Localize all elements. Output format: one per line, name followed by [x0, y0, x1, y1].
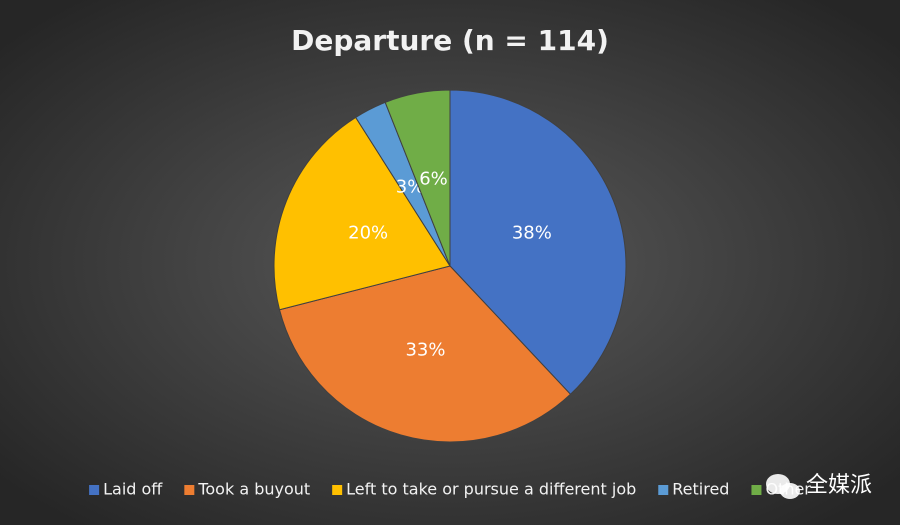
chart-title: Departure (n = 114) — [291, 24, 609, 57]
data-label: 38% — [512, 223, 552, 244]
pie: 38%33%20%3%6% — [273, 89, 627, 443]
legend-swatch — [184, 485, 195, 495]
legend-swatch — [751, 485, 762, 495]
watermark-text: 全媒派 — [806, 473, 872, 498]
legend-item: Laid off — [89, 480, 163, 499]
data-label: 33% — [405, 340, 445, 361]
watermark: 全媒派 — [766, 473, 872, 499]
pie-slice — [384, 89, 451, 267]
legend-item: Took a buyout — [184, 480, 310, 499]
legend: Laid off Took a buyout Left to take or pur… — [89, 480, 811, 499]
pie-slice — [449, 89, 627, 396]
legend-label: Retired — [672, 480, 729, 499]
legend-label: Took a buyout — [197, 480, 310, 499]
data-label: 6% — [419, 169, 448, 190]
legend-swatch — [89, 485, 100, 495]
legend-swatch — [658, 485, 669, 495]
pie-slice — [273, 116, 451, 311]
legend-item: Left to take or pursue a different job — [332, 480, 636, 499]
legend-swatch — [332, 485, 343, 495]
legend-label: Laid off — [103, 480, 163, 499]
watermark-icon — [780, 483, 800, 499]
legend-item: Retired — [658, 480, 729, 499]
legend-label: Left to take or pursue a different job — [346, 480, 636, 499]
data-label: 20% — [348, 223, 388, 244]
pie-slice — [278, 265, 572, 443]
